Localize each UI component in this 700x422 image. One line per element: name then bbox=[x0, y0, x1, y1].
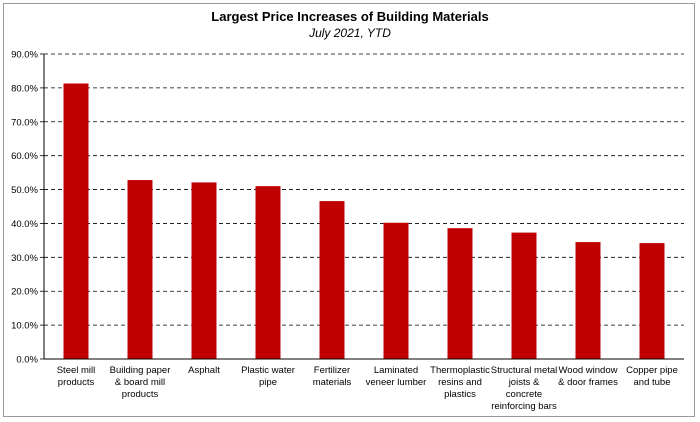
y-tick-label: 50.0% bbox=[11, 185, 38, 196]
x-category-label-line: & door frames bbox=[558, 377, 618, 388]
y-axis: 0.0% 10.0% 20.0% 30.0% 40.0% 50.0% 60.0% 70.0% 8… bbox=[11, 50, 45, 366]
x-category-label-line: resins and bbox=[438, 377, 482, 388]
x-category-label-line: concrete bbox=[506, 389, 542, 400]
x-category-label-line: and tube bbox=[634, 377, 671, 388]
bar bbox=[319, 201, 345, 359]
y-tick-label: 10.0% bbox=[11, 321, 38, 332]
bar bbox=[63, 83, 89, 359]
y-tick-label: 0.0% bbox=[16, 355, 38, 366]
y-tick-label: 90.0% bbox=[11, 50, 38, 61]
x-category-label: Laminated veneer lumber bbox=[366, 365, 427, 388]
y-tick-label: 60.0% bbox=[11, 151, 38, 162]
x-category-label-line: Thermoplastic bbox=[430, 365, 490, 376]
y-tick-label: 70.0% bbox=[11, 117, 38, 128]
x-category-label-line: Building paper bbox=[110, 365, 171, 376]
bar bbox=[639, 243, 665, 359]
x-category-label: Structural metal joists & concrete reinforc… bbox=[491, 365, 558, 412]
x-category-label-line: products bbox=[58, 377, 95, 388]
x-category-label-line: plastics bbox=[444, 389, 476, 400]
x-category-label-line: veneer lumber bbox=[366, 377, 427, 388]
x-category-label-line: pipe bbox=[259, 377, 277, 388]
x-category-label-line: reinforcing bars bbox=[491, 401, 557, 412]
x-category-label: Plastic water pipe bbox=[241, 365, 295, 388]
x-category-label-line: Structural metal bbox=[491, 365, 558, 376]
y-tick-label: 40.0% bbox=[11, 219, 38, 230]
x-category-label-line: Wood window bbox=[559, 365, 618, 376]
bars bbox=[63, 83, 665, 359]
y-tick-label: 80.0% bbox=[11, 83, 38, 94]
x-category-label-line: materials bbox=[313, 377, 352, 388]
bar bbox=[575, 242, 601, 359]
bar bbox=[255, 186, 281, 359]
x-category-label: Building paper & board mill products bbox=[110, 365, 171, 400]
chart-subtitle: July 2021, YTD bbox=[309, 26, 391, 40]
bar bbox=[191, 182, 217, 359]
x-category-label-line: Copper pipe bbox=[626, 365, 678, 376]
bar bbox=[127, 180, 153, 359]
x-category-label: Copper pipe and tube bbox=[626, 365, 678, 388]
y-tick-label: 30.0% bbox=[11, 253, 38, 264]
x-category-label-line: & board mill bbox=[115, 377, 165, 388]
y-tick-label: 20.0% bbox=[11, 287, 38, 298]
x-category-label: Steel mill products bbox=[57, 365, 96, 388]
x-category-label-line: joists & bbox=[508, 377, 540, 388]
x-category-label-line: Asphalt bbox=[188, 365, 220, 376]
x-category-label-line: Plastic water bbox=[241, 365, 295, 376]
x-category-label-line: products bbox=[122, 389, 159, 400]
bar bbox=[447, 228, 473, 359]
chart-title: Largest Price Increases of Building Mate… bbox=[211, 9, 489, 24]
bar bbox=[511, 232, 537, 359]
x-category-label: Fertilizer materials bbox=[313, 365, 352, 388]
x-category-label-line: Fertilizer bbox=[314, 365, 350, 376]
x-category-label: Asphalt bbox=[188, 365, 220, 376]
x-category-label-line: Steel mill bbox=[57, 365, 96, 376]
bar bbox=[383, 222, 409, 359]
x-category-label-line: Laminated bbox=[374, 365, 418, 376]
x-category-label: Wood window & door frames bbox=[558, 365, 618, 388]
x-category-label: Thermoplastic resins and plastics bbox=[430, 365, 490, 400]
